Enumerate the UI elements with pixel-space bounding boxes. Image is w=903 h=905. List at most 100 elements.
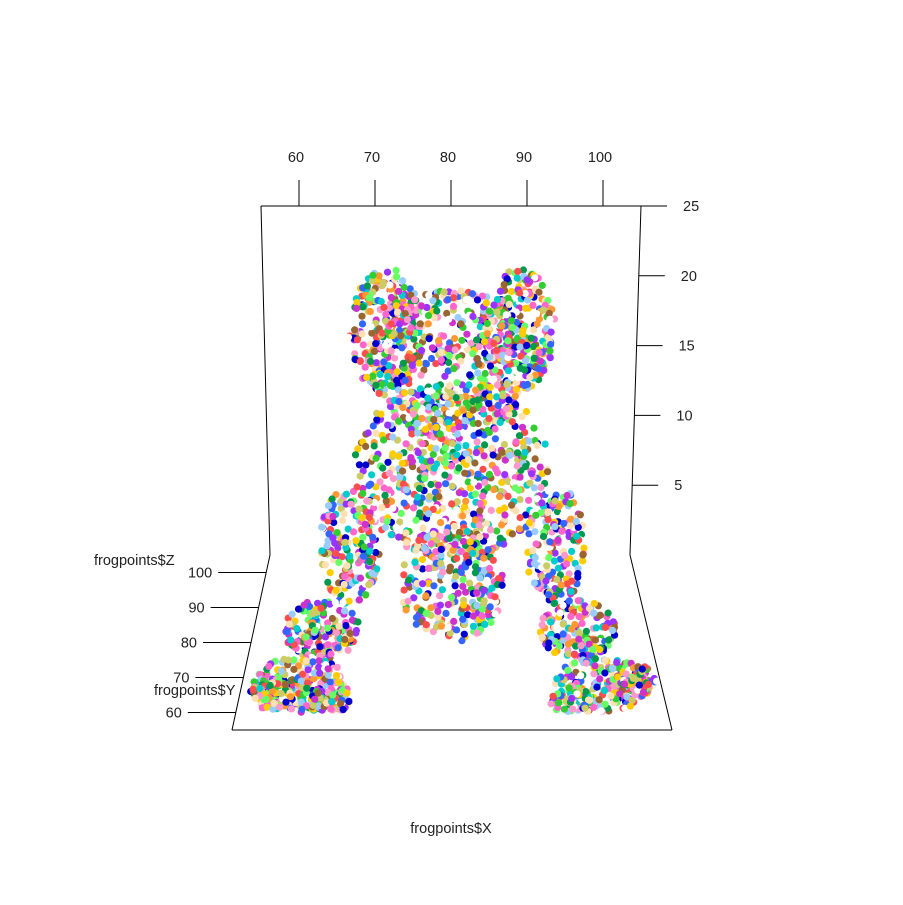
data-point-foot [626, 702, 635, 710]
data-point-body [402, 440, 410, 448]
data-point-belly [476, 533, 484, 541]
data-point-front-leg [557, 581, 565, 589]
data-point-belly [436, 592, 444, 600]
data-point-front-leg [324, 578, 332, 586]
data-point-front-leg [362, 591, 370, 599]
data-point-body [493, 527, 501, 535]
data-point-ear [359, 341, 367, 349]
data-point-foot [607, 692, 615, 700]
data-point-front-leg [566, 500, 574, 508]
data-point-front-leg [531, 554, 539, 562]
data-point-body [416, 385, 424, 393]
data-point-head [429, 297, 437, 305]
data-point-belly [462, 588, 470, 596]
data-point-front-leg [525, 530, 533, 538]
data-point-body [448, 500, 456, 508]
data-point-body [444, 418, 452, 426]
data-point-foot [597, 707, 605, 715]
data-point-belly [437, 559, 445, 568]
data-point-toe [328, 698, 336, 706]
data-point-hind-leg [570, 651, 579, 659]
data-point-ear [406, 285, 414, 293]
data-point-belly [469, 622, 477, 630]
data-point-ear [513, 274, 521, 282]
data-point-belly [458, 637, 466, 645]
data-point-belly [480, 597, 488, 605]
data-point-body [424, 510, 433, 518]
axis-ticks: 60 70 80 90 100 60 70 80 90 100 5 10 15 20 25 [166, 150, 699, 722]
data-point-body [385, 469, 393, 477]
data-point-front-leg [330, 518, 338, 527]
data-point-ear [496, 287, 505, 295]
data-point-belly [452, 633, 461, 641]
data-point-toe [282, 698, 290, 706]
data-point-belly [481, 620, 489, 629]
data-point-body [434, 481, 442, 489]
data-point-hind-leg [596, 645, 604, 654]
data-point-belly [469, 612, 477, 620]
data-point-head [468, 290, 476, 298]
data-point-hind-leg [609, 618, 617, 626]
data-point-body [528, 470, 536, 478]
data-point-head [390, 330, 398, 338]
data-point-foot [290, 656, 298, 664]
data-point-hind-leg [608, 626, 617, 635]
data-point-front-leg [323, 542, 331, 550]
data-point-hind-leg [551, 649, 559, 657]
data-point-ear [539, 306, 547, 314]
data-point-front-leg [542, 577, 550, 585]
data-point-body [470, 478, 478, 486]
data-point-belly [476, 574, 484, 582]
x-tick-label: 60 [288, 150, 304, 166]
data-point-body [511, 401, 520, 409]
data-point-body [453, 506, 461, 514]
data-point-body [448, 439, 457, 448]
data-point-body [473, 396, 482, 404]
data-point-head [395, 326, 404, 334]
data-point-body [485, 414, 493, 423]
data-point-head [424, 320, 432, 328]
data-point-body [485, 400, 493, 408]
data-point-head [469, 312, 477, 321]
data-point-belly [489, 556, 497, 564]
data-point-body [461, 490, 469, 498]
data-point-hind-leg [559, 620, 567, 628]
data-point-head [503, 380, 511, 389]
data-point-ear [356, 357, 364, 365]
data-point-ear [546, 347, 554, 355]
data-point-head [385, 362, 393, 370]
data-point-body [436, 430, 444, 438]
data-point-head [516, 343, 524, 351]
data-point-front-leg [551, 523, 559, 531]
data-point-head [505, 396, 513, 404]
data-point-ear [359, 303, 367, 311]
data-point-front-leg [574, 570, 582, 578]
data-point-ear [358, 320, 367, 328]
data-point-head [435, 337, 443, 345]
data-point-head [493, 381, 501, 389]
data-point-front-leg [558, 527, 566, 535]
data-point-head [386, 382, 395, 390]
data-point-body [516, 514, 524, 522]
data-point-belly [437, 622, 446, 630]
data-point-toe [629, 674, 637, 682]
data-point-front-leg [359, 552, 367, 560]
data-point-hind-leg [572, 642, 580, 650]
data-point-front-leg [359, 489, 367, 498]
data-point-ear [395, 287, 403, 295]
data-point-head [522, 357, 530, 365]
data-point-body [475, 521, 483, 529]
data-point-front-leg [365, 581, 373, 589]
data-point-front-leg [574, 523, 582, 531]
data-point-belly [473, 589, 481, 597]
data-point-head [437, 356, 445, 364]
data-point-toe [315, 702, 323, 710]
data-point-front-leg [563, 491, 571, 500]
data-point-toe [584, 696, 593, 704]
data-point-toe [569, 705, 577, 713]
data-point-body [525, 496, 533, 504]
data-point-hind-leg [324, 619, 332, 627]
data-point-ear [358, 312, 366, 320]
data-point-front-leg [572, 517, 580, 526]
